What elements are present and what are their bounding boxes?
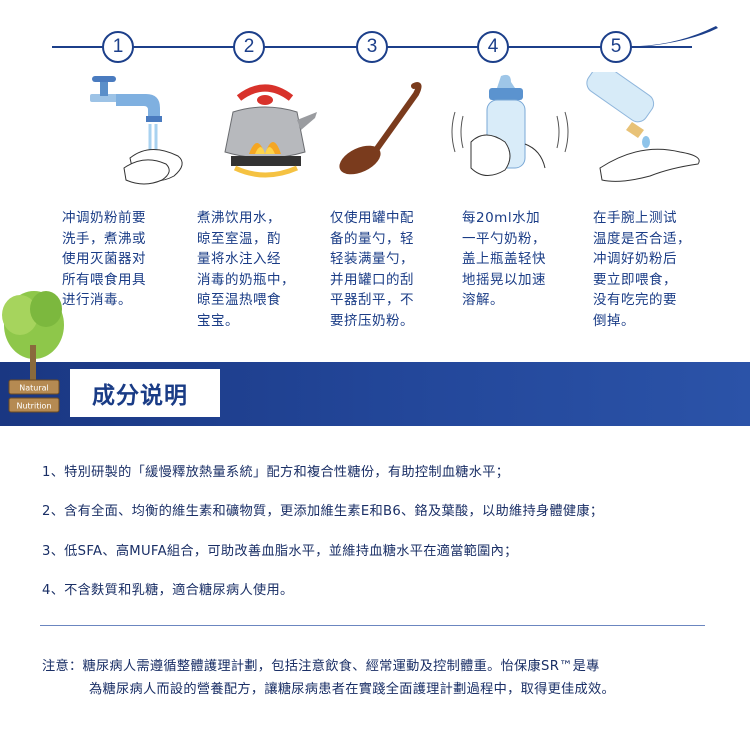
swoosh-decoration	[640, 26, 718, 47]
ingredient-item-1: 1、特別研製的「緩慢釋放熱量系統」配方和複合性糖份，有助控制血糖水平；	[42, 465, 510, 480]
step-text-3: 仅使用罐中配 备的量勺，轻 轻装满量勺， 并用罐口的刮 平器刮平，不 要挤压奶粉…	[330, 210, 414, 329]
section-title: 成分说明	[92, 383, 188, 409]
step-number-3: 3	[356, 31, 388, 63]
faucet-handwash-icon	[90, 76, 183, 185]
step-number-2: 2	[233, 31, 265, 63]
step-number-1: 1	[102, 31, 134, 63]
divider	[40, 625, 705, 626]
step-number-5: 5	[600, 31, 632, 63]
baby-bottle-shake-icon	[451, 74, 569, 176]
ingredient-item-2: 2、含有全面、均衡的維生素和礦物質，更添加維生素E和B6、鉻及葉酸，以助維持身體…	[42, 504, 604, 519]
sign-line-1: Natural	[19, 384, 49, 393]
step-text-1: 冲调奶粉前要 洗手，煮沸或 使用灭菌器对 所有喂食用具 进行消毒。	[62, 210, 146, 308]
step-text-4: 每20ml水加 一平勺奶粉， 盖上瓶盖轻快 地摇晃以加速 溶解。	[462, 210, 546, 308]
step-text-5: 在手腕上测试 温度是否合适， 冲调好奶粉后 要立即喂食， 没有吃完的要 倒掉。	[593, 210, 691, 329]
kettle-boiling-icon	[224, 84, 317, 178]
step-number-4: 4	[477, 31, 509, 63]
note-line-1: 注意：糖尿病人需遵循整體護理計劃，包括注意飲食、經常運動及控制體重。怡保康SR™…	[42, 659, 600, 674]
sign-line-2: Nutrition	[16, 402, 51, 411]
wooden-sign: Natural Nutrition	[8, 379, 60, 413]
wrist-temperature-test-icon	[586, 72, 700, 182]
ingredient-item-3: 3、低SFA、高MUFA組合，可助改善血脂水平，並維持血糖水平在適當範圍內；	[42, 544, 518, 559]
section-title-tab	[70, 369, 220, 417]
note-line-2: 為糖尿病人而設的營養配方，讓糖尿病患者在實踐全面護理計劃過程中，取得更佳成效。	[89, 682, 616, 697]
step-text-2: 煮沸饮用水， 晾至室温，酌 量将水注入经 消毒的奶瓶中， 晾至温热喂食 宝宝。	[197, 210, 295, 329]
measuring-spoon-icon	[339, 82, 422, 175]
ingredient-item-4: 4、不含麩質和乳糖，適合糖尿病人使用。	[42, 583, 294, 598]
tree-illustration	[2, 291, 64, 393]
